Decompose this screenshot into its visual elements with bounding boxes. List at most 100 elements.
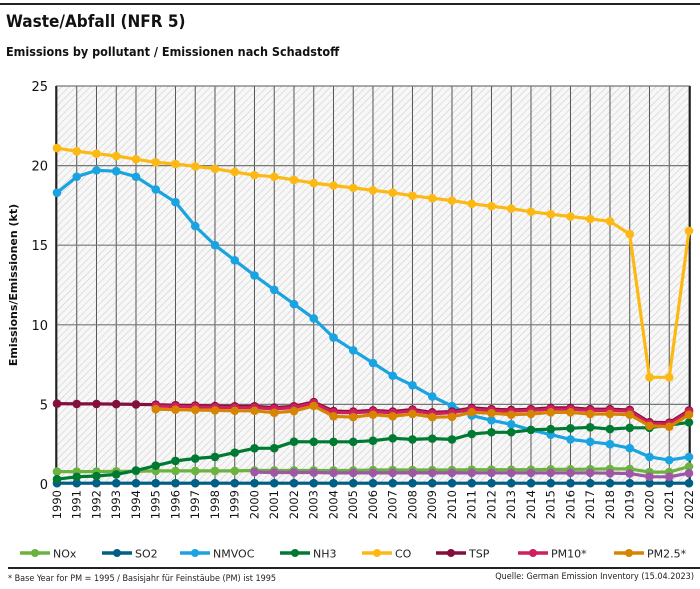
data-point [289,478,299,488]
data-point [645,373,654,382]
data-point [605,409,615,419]
data-point [526,207,536,217]
data-point [92,471,101,481]
data-point [269,478,279,488]
x-tick-label: 2006 [366,490,380,519]
data-point [210,164,220,174]
x-tick-label: 2020 [642,490,656,519]
series-line-pm2-5- [155,404,690,429]
data-point [506,204,516,213]
data-point [309,468,319,477]
x-tick-label: 2021 [662,490,676,519]
legend-marker [113,549,121,557]
data-point [664,422,674,431]
legend-label: TSP [468,548,490,561]
data-point [368,185,378,195]
series-line-pm10- [155,401,690,426]
data-point [52,474,62,484]
data-point [684,468,694,478]
data-point [269,172,279,182]
x-tick-label: 2001 [267,490,281,519]
legend-label: SO2 [135,548,158,561]
data-point [546,408,556,417]
data-point [506,478,516,488]
x-tick-label: 2007 [386,490,400,519]
x-tick-label: 2010 [445,490,459,519]
top-rule [0,3,700,5]
data-point [684,410,694,420]
data-point [250,444,259,453]
data-point [645,478,654,488]
data-point [348,468,358,478]
data-point [151,478,161,488]
legend-label: NH3 [313,548,337,561]
data-point [329,412,338,421]
legend-label: PM2.5* [647,548,687,561]
data-point [368,478,378,488]
x-tick-label: 2015 [544,490,558,519]
data-point [625,469,635,478]
data-point [250,478,259,488]
data-point [329,181,338,190]
data-point [111,166,121,176]
data-point [289,437,299,446]
legend-marker [625,549,633,557]
x-tick-label: 1995 [149,490,163,519]
x-tick-label: 1991 [70,490,84,519]
data-point [526,478,536,488]
x-tick-label: 2013 [504,490,518,519]
data-point [368,468,378,478]
data-point [289,299,299,309]
data-point [605,217,615,226]
data-point [487,427,496,437]
data-point [368,436,378,445]
data-point [447,412,457,422]
footnote: * Base Year for PM = 1995 / Basisjahr fü… [8,574,277,584]
data-point [269,285,279,295]
data-point [92,399,101,409]
y-tick-label: 15 [31,239,48,254]
data-point [230,167,240,177]
data-point [467,408,477,417]
data-point [487,478,496,488]
data-point [427,468,437,478]
data-point [52,188,62,197]
data-point [52,399,62,408]
legend-marker [373,549,381,557]
data-point [131,478,141,488]
legend-label: NMVOC [213,548,255,561]
data-point [329,468,338,478]
data-point [447,435,457,444]
chart-subtitle: Emissions by pollutant / Emissionen nach… [6,44,340,59]
x-tick-label: 2017 [583,490,597,519]
data-point [506,420,516,429]
data-point [230,406,240,416]
legend-marker [291,549,299,557]
data-point [190,466,200,476]
data-point [645,421,654,431]
data-point [388,468,398,478]
data-point [368,410,378,420]
data-point [447,196,457,205]
data-point [467,199,477,209]
data-point [427,392,437,401]
legend-marker [529,549,537,557]
data-point [566,423,575,433]
data-point [210,240,220,250]
data-point [467,468,477,478]
data-point [447,468,457,478]
data-point [111,399,121,409]
data-point [388,371,398,381]
data-point [408,478,417,488]
data-point [250,170,259,180]
x-tick-label: 1992 [89,490,103,519]
data-point [250,406,259,416]
data-point [388,188,398,197]
data-point [131,466,141,475]
data-point [684,418,694,427]
x-tick-label: 1990 [50,490,64,519]
data-point [427,412,437,422]
data-point [329,437,338,447]
data-point [585,437,595,447]
